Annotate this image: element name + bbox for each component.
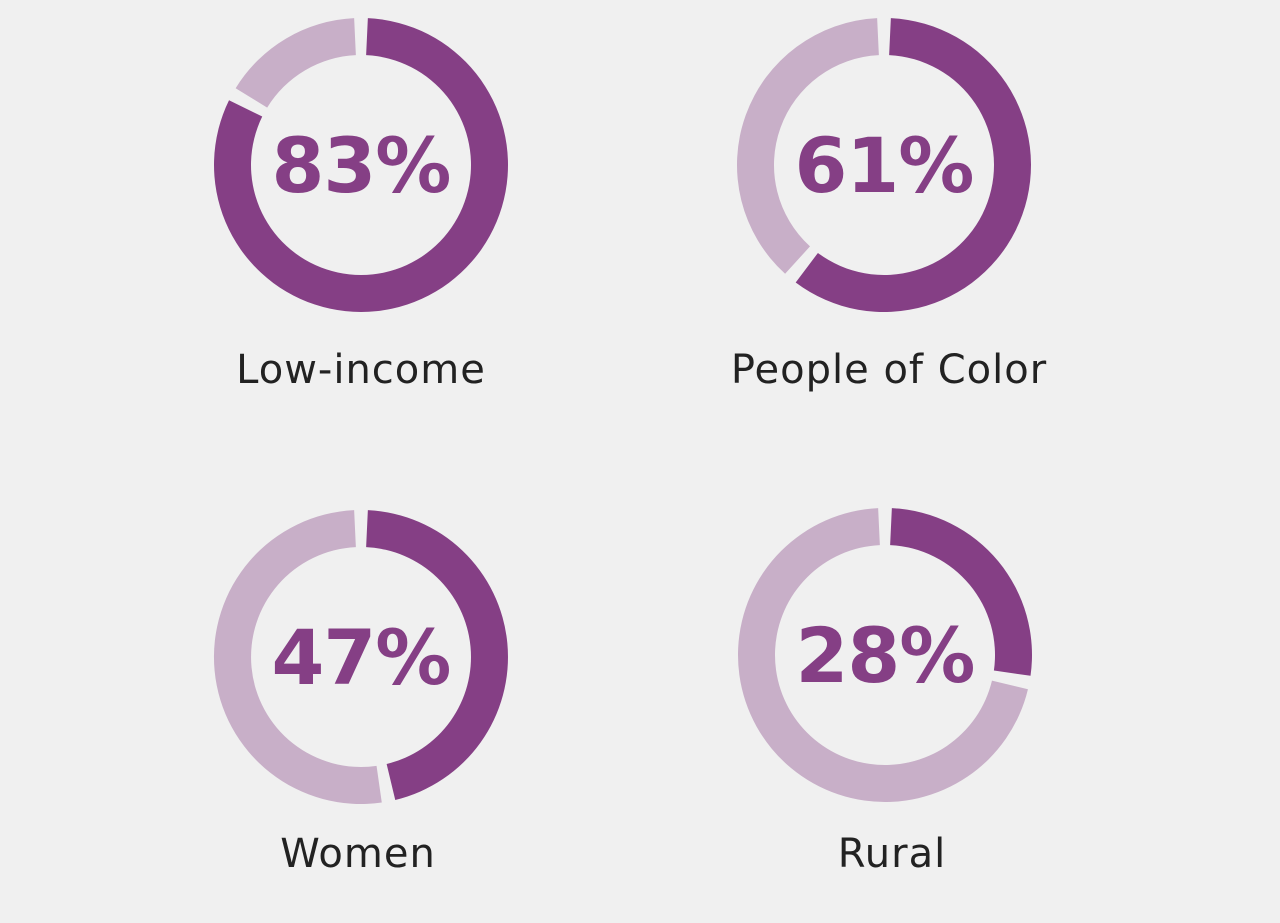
category-label-low-income: Low-income <box>236 347 486 393</box>
donut-svg-low-income <box>214 18 509 312</box>
category-label-women: Women <box>280 831 436 877</box>
percent-value-rural: 28% <box>795 610 976 700</box>
donut-filled-arc-people-of-color <box>795 18 1031 312</box>
donut-chart-people-of-color: 61% <box>734 15 1034 315</box>
percent-value-women: 47% <box>271 612 452 702</box>
donut-remainder-arc-people-of-color <box>736 18 879 274</box>
donut-svg-people-of-color <box>736 18 1031 312</box>
donut-remainder-arc-women <box>213 510 382 805</box>
percent-value-low-income: 83% <box>271 120 452 210</box>
donut-svg-rural <box>737 508 1032 802</box>
donut-remainder-arc-low-income <box>235 18 356 108</box>
donut-filled-arc-women <box>366 510 508 800</box>
donut-chart-low-income: 83% <box>211 15 511 315</box>
donut-filled-arc-rural <box>890 508 1032 676</box>
donut-chart-women: 47% <box>211 507 511 807</box>
category-label-rural: Rural <box>837 831 947 877</box>
donut-chart-rural: 28% <box>735 505 1035 805</box>
donut-svg-women <box>213 510 508 805</box>
percent-value-people-of-color: 61% <box>794 120 975 210</box>
category-label-people-of-color: People of Color <box>730 347 1048 393</box>
